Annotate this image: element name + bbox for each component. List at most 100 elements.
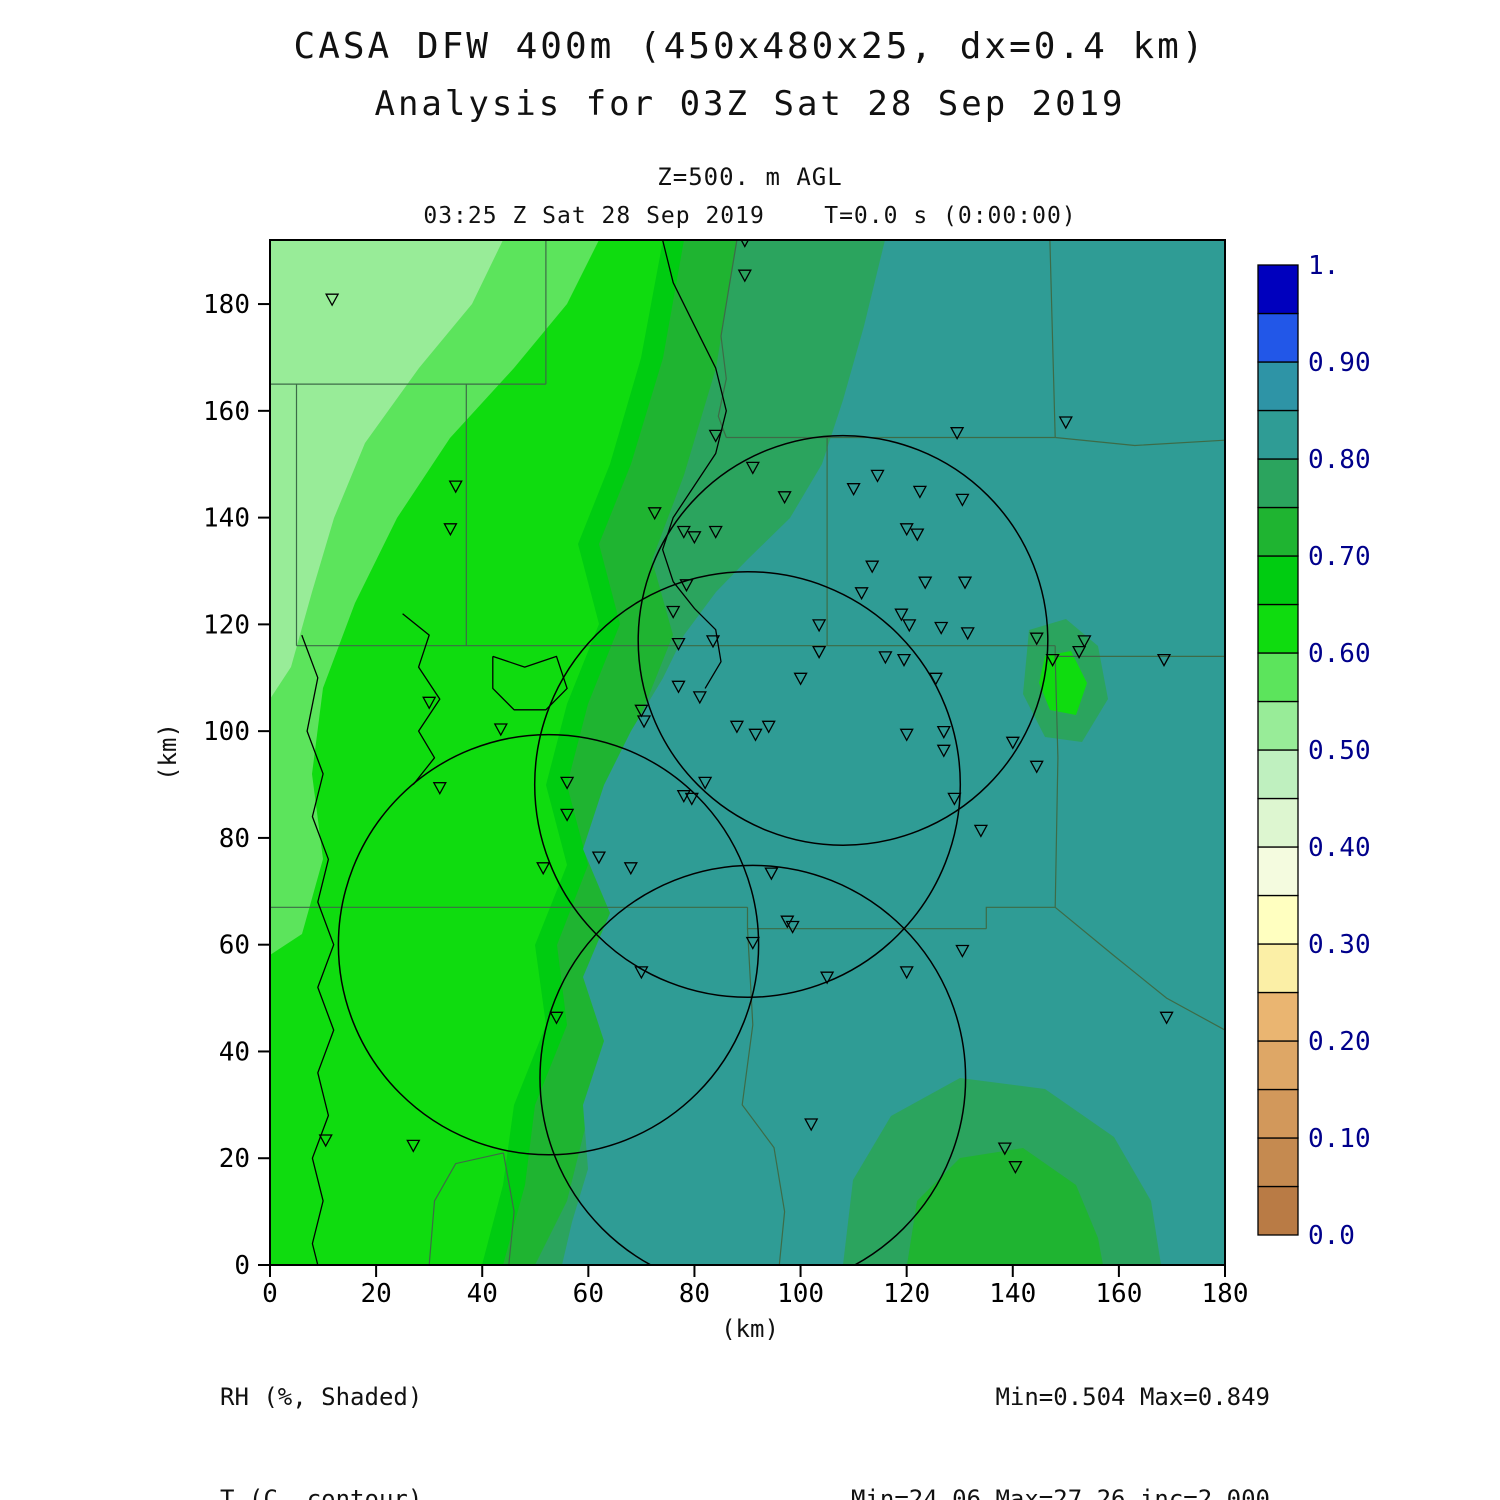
y-tick-label: 80 xyxy=(219,824,250,854)
colorbar-segment xyxy=(1257,749,1299,800)
station-marker xyxy=(894,608,909,622)
y-tick-label: 60 xyxy=(219,931,250,961)
station-marker xyxy=(955,493,970,507)
station-marker xyxy=(955,944,970,958)
colorbar-segment xyxy=(1257,1040,1299,1091)
x-tick-label: 140 xyxy=(989,1279,1036,1309)
x-tick-label: 160 xyxy=(1095,1279,1142,1309)
station-marker xyxy=(777,491,792,505)
rh-band-080 xyxy=(562,240,1225,1265)
colorbar-tick-label: 1. xyxy=(1308,251,1339,281)
y-tick-label: 100 xyxy=(203,717,250,747)
colorbar-tick-label: 0.70 xyxy=(1308,542,1371,572)
county-border-line xyxy=(741,928,786,1265)
rh-band-050-nw xyxy=(270,240,503,699)
station-marker xyxy=(698,776,713,790)
station-marker xyxy=(432,782,447,796)
colorbar-segment xyxy=(1257,409,1299,460)
station-marker xyxy=(870,469,885,483)
station-marker xyxy=(812,619,827,633)
rh-island-southeast-core xyxy=(907,1148,1103,1265)
station-marker xyxy=(936,744,951,758)
station-marker xyxy=(549,1011,564,1025)
temperature-contour-line xyxy=(661,240,727,689)
contour-field-label: T (C, contour) xyxy=(220,1485,423,1500)
legend-field-labels: RH (%, Shaded) T (C, contour) xyxy=(220,1312,422,1500)
x-tick-label: 40 xyxy=(467,1279,498,1309)
county-border-line xyxy=(1049,240,1056,438)
colorbar-tick-label: 0.30 xyxy=(1308,930,1371,960)
station-marker xyxy=(899,523,914,537)
station-marker xyxy=(687,531,702,545)
station-marker xyxy=(899,966,914,980)
colorbar-segment xyxy=(1257,1185,1299,1236)
station-marker xyxy=(318,1134,333,1148)
station-marker xyxy=(560,776,575,790)
colorbar-segment xyxy=(1257,943,1299,994)
station-marker xyxy=(671,637,686,651)
y-tick-label: 20 xyxy=(219,1144,250,1174)
y-axis-label: (km) xyxy=(154,723,182,781)
station-marker xyxy=(997,1142,1012,1156)
plot-border xyxy=(269,239,1226,1266)
station-marker xyxy=(1159,1011,1174,1025)
station-marker xyxy=(910,528,925,542)
page-title: CASA DFW 400m (450x480x25, dx=0.4 km) xyxy=(293,26,1207,67)
y-tick-label: 180 xyxy=(203,290,250,320)
station-marker xyxy=(1008,1161,1023,1175)
y-tick-label: 120 xyxy=(203,610,250,640)
station-marker xyxy=(737,269,752,283)
station-marker xyxy=(705,635,721,649)
station-marker xyxy=(936,725,951,739)
station-markers-layer xyxy=(318,240,1174,1175)
station-marker xyxy=(748,728,763,742)
station-marker xyxy=(950,427,965,441)
colorbar-segment xyxy=(1257,894,1299,945)
x-axis-units-label: (km) xyxy=(721,1315,779,1343)
county-border-line xyxy=(428,1152,504,1265)
station-marker xyxy=(729,720,744,734)
radar-range-circle xyxy=(337,733,760,1156)
page-subtitle: Analysis for 03Z Sat 28 Sep 2019 xyxy=(374,84,1126,124)
station-marker xyxy=(1029,760,1044,774)
station-marker xyxy=(647,507,662,521)
colorbar-segment xyxy=(1257,555,1299,606)
station-marker xyxy=(666,605,681,619)
station-marker xyxy=(846,483,861,497)
station-marker xyxy=(947,792,962,806)
y-tick-label: 40 xyxy=(219,1037,250,1067)
station-marker xyxy=(1005,736,1020,750)
y-tick-label: 140 xyxy=(203,504,250,534)
colorbar: 1. 0.90 0.80 0.70 0.60 0.50 0.40 0.30 0.20 0.10 0.… xyxy=(1257,251,1371,1251)
colorbar-segment xyxy=(1257,458,1299,509)
radar-range-circle xyxy=(539,864,967,1265)
x-axis: 0 20 40 60 80 100 120 140 160 180 xyxy=(262,1265,1248,1309)
shaded-rh-field xyxy=(270,240,1225,1265)
station-marker xyxy=(745,936,760,950)
colorbar-segment xyxy=(1257,1137,1299,1188)
minmax-annotations: Min=0.504 Max=0.849 Min=24.06 Max=27.26 … xyxy=(851,1312,1270,1500)
county-border-line xyxy=(1054,656,1059,908)
station-marker xyxy=(634,704,649,718)
colorbar-segment xyxy=(1257,846,1299,897)
colorbar-segment xyxy=(1257,797,1299,848)
x-tick-label: 0 xyxy=(262,1279,278,1309)
station-marker xyxy=(745,461,760,475)
station-marker xyxy=(960,627,975,641)
temperature-contour-line xyxy=(492,655,568,711)
station-marker xyxy=(934,621,949,635)
station-marker xyxy=(973,824,988,838)
station-marker xyxy=(878,651,893,665)
shaded-field-label: RH (%, Shaded) xyxy=(220,1383,423,1411)
county-border-line xyxy=(985,906,1056,929)
y-tick-label: 0 xyxy=(234,1251,250,1281)
station-marker xyxy=(422,696,437,710)
station-marker xyxy=(684,792,699,806)
station-marker xyxy=(854,587,869,601)
station-marker xyxy=(1072,645,1087,659)
station-marker xyxy=(1156,653,1172,667)
station-marker xyxy=(708,429,723,443)
station-marker xyxy=(793,672,808,686)
colorbar-tick-label: 0.20 xyxy=(1308,1027,1371,1057)
